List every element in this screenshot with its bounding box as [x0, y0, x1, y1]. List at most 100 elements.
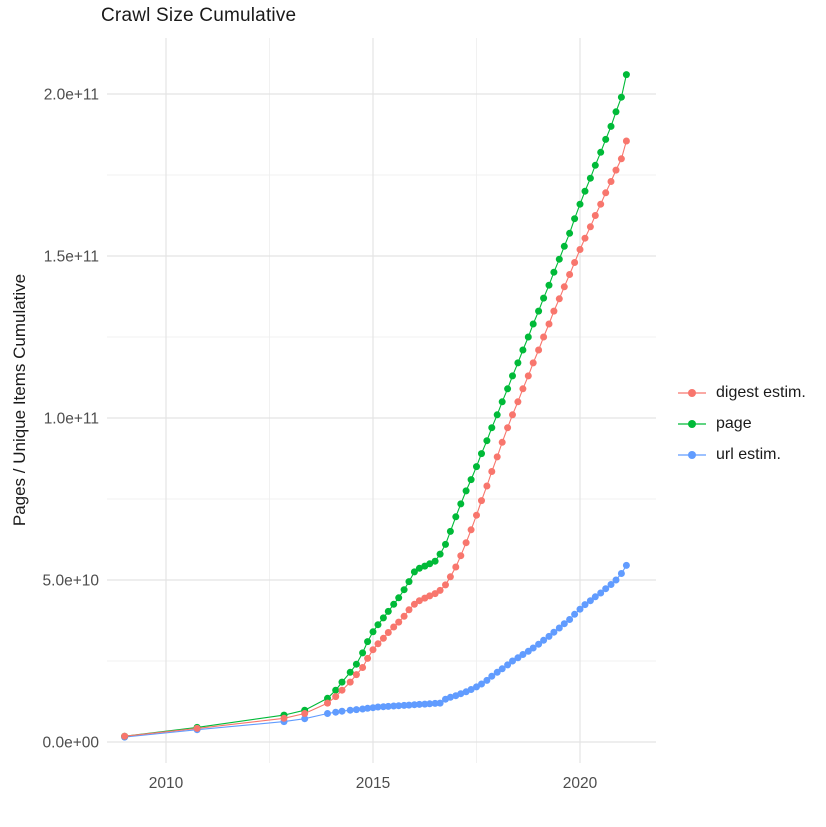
data-point	[566, 271, 574, 278]
data-point	[529, 359, 537, 367]
data-point	[395, 702, 403, 710]
data-point	[462, 539, 470, 547]
legend-label: digest estim.	[716, 383, 806, 401]
data-point	[535, 640, 543, 648]
data-point	[193, 724, 201, 732]
data-point	[488, 672, 496, 680]
data-point	[478, 450, 485, 458]
data-point	[498, 665, 506, 673]
data-point	[457, 500, 465, 508]
data-point	[581, 187, 589, 195]
data-point	[493, 668, 501, 676]
data-point	[405, 578, 413, 586]
y-tick-label: 0.0e+00	[43, 735, 100, 752]
data-point	[332, 708, 340, 716]
data-point	[121, 732, 129, 740]
data-point	[571, 215, 579, 223]
legend-label: url estim.	[716, 445, 781, 463]
data-point	[509, 372, 516, 380]
data-point	[446, 693, 454, 701]
data-point	[597, 200, 605, 208]
data-point	[415, 597, 423, 605]
data-point	[436, 699, 444, 707]
data-point	[607, 122, 615, 130]
data-point	[324, 694, 331, 702]
legend-key-icon	[678, 388, 706, 397]
data-point	[478, 497, 485, 505]
data-point	[597, 589, 605, 597]
y-tick-label: 5.0e+10	[43, 573, 100, 590]
data-point	[591, 593, 599, 601]
data-point	[352, 660, 360, 668]
data-point	[384, 629, 392, 636]
data-point	[390, 702, 398, 710]
legend: digest estim. page url estim.	[676, 377, 806, 470]
data-point	[359, 649, 367, 657]
data-point	[426, 560, 434, 568]
data-point	[498, 438, 506, 446]
data-point	[519, 346, 527, 354]
data-point	[524, 333, 532, 341]
data-point	[545, 632, 553, 640]
data-point	[483, 676, 491, 684]
data-point	[560, 242, 568, 250]
data-point	[535, 346, 543, 354]
data-point	[457, 552, 465, 560]
x-tick-label: 2015	[356, 775, 390, 792]
data-point	[622, 561, 630, 569]
data-point	[301, 710, 309, 717]
data-point	[431, 590, 439, 598]
data-point	[612, 108, 620, 116]
data-point	[446, 527, 454, 535]
data-point	[467, 526, 475, 534]
data-point	[338, 678, 346, 686]
chart-title: Crawl Size Cumulative	[101, 5, 297, 26]
data-point	[622, 71, 630, 79]
data-point	[446, 573, 454, 581]
legend-key-icon	[678, 450, 706, 459]
data-point	[514, 359, 522, 367]
data-point	[379, 614, 387, 622]
data-point	[560, 620, 568, 628]
data-point	[332, 693, 340, 701]
data-point	[364, 638, 372, 646]
data-point	[581, 601, 589, 609]
data-point	[617, 155, 625, 163]
data-point	[374, 703, 382, 711]
data-point	[540, 294, 548, 302]
data-point	[364, 654, 372, 662]
data-point	[602, 585, 610, 593]
data-point	[612, 166, 620, 174]
y-tick-label: 1.0e+11	[44, 411, 99, 428]
data-point	[369, 646, 377, 654]
data-point	[364, 704, 372, 712]
x-tick-label: 2010	[149, 775, 184, 792]
data-point	[324, 710, 331, 717]
data-point	[324, 699, 331, 707]
y-tick-label: 2.0e+11	[44, 87, 99, 104]
data-point	[519, 385, 527, 393]
data-point	[607, 178, 615, 185]
data-point	[586, 597, 594, 605]
data-point	[426, 592, 434, 600]
data-point	[504, 385, 512, 393]
data-point	[566, 229, 574, 237]
data-point	[405, 701, 413, 709]
data-point	[478, 680, 485, 688]
data-point	[346, 706, 354, 714]
data-point	[560, 283, 568, 291]
data-point	[550, 307, 558, 315]
data-point	[436, 586, 444, 594]
data-point	[467, 686, 475, 693]
data-point	[597, 148, 605, 156]
data-point	[338, 707, 346, 715]
data-point	[467, 476, 475, 484]
data-point	[301, 715, 309, 723]
series-line	[124, 140, 627, 737]
data-point	[346, 678, 354, 686]
data-point	[586, 223, 594, 231]
data-point	[338, 686, 346, 694]
legend-item: url estim.	[676, 439, 806, 470]
